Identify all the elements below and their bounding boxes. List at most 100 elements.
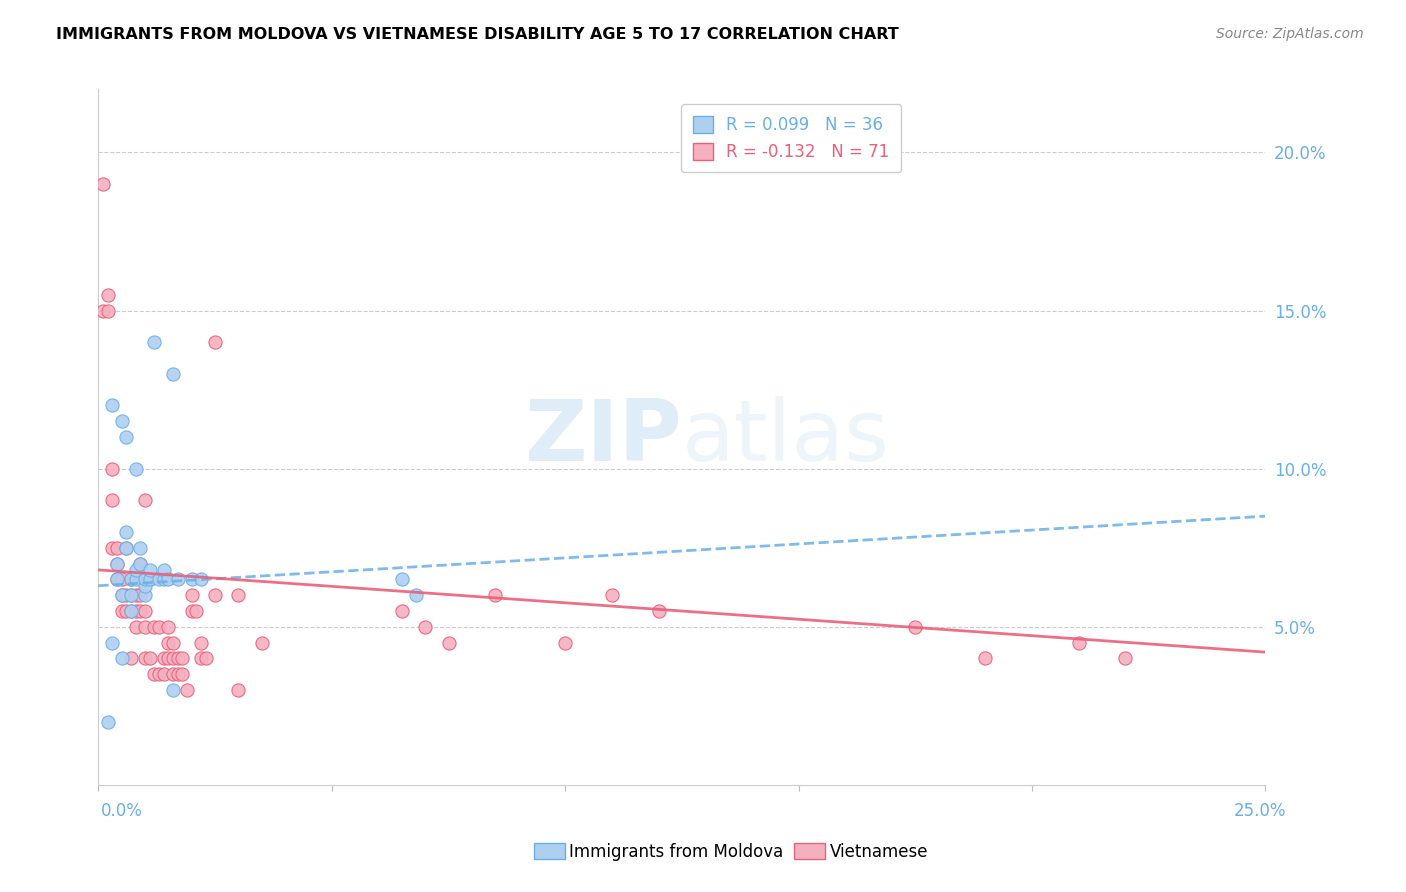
Point [166,573,188,587]
Point [125,573,148,587]
Point [162,367,184,381]
Point [139,573,162,587]
Point [125,588,148,602]
Point [101,493,124,508]
Point [157,573,180,587]
Point [554,635,576,649]
Point [162,635,184,649]
Point [250,635,273,649]
Point [101,399,124,413]
Point [1114,651,1136,665]
Point [111,414,134,428]
Point [115,541,138,555]
Legend: R = 0.099   N = 36, R = -0.132   N = 71: R = 0.099 N = 36, R = -0.132 N = 71 [682,104,901,172]
Point [115,541,138,555]
Point [180,573,202,587]
Point [162,651,184,665]
Point [166,667,188,681]
Point [120,651,142,665]
Point [172,651,194,665]
Point [134,573,156,587]
Point [105,557,128,571]
Point [97,287,120,301]
Point [228,588,250,602]
Point [139,563,162,577]
Point [111,588,134,602]
Point [143,335,166,350]
Point [111,651,134,665]
Point [413,620,436,634]
Point [129,557,152,571]
Point [91,303,114,318]
Text: 25.0%: 25.0% [1234,802,1286,820]
Point [148,620,170,634]
Point [101,461,124,475]
Text: Vietnamese: Vietnamese [830,843,928,861]
Point [190,651,212,665]
Point [115,604,138,618]
Point [120,604,142,618]
Point [139,651,162,665]
Point [101,635,124,649]
Point [1067,635,1090,649]
Point [152,563,174,577]
Point [484,588,506,602]
Point [101,541,124,555]
Point [176,683,198,698]
Text: IMMIGRANTS FROM MOLDOVA VS VIETNAMESE DISABILITY AGE 5 TO 17 CORRELATION CHART: IMMIGRANTS FROM MOLDOVA VS VIETNAMESE DI… [56,27,898,42]
Point [190,635,212,649]
Point [152,573,174,587]
Point [974,651,997,665]
Point [204,335,226,350]
Point [111,604,134,618]
Point [97,714,120,729]
Point [437,635,460,649]
Point [204,588,226,602]
Point [134,588,156,602]
Point [405,588,427,602]
Point [125,563,148,577]
Point [162,683,184,698]
Point [904,620,927,634]
Point [120,588,142,602]
Point [105,573,128,587]
Point [105,573,128,587]
Point [125,604,148,618]
Point [152,667,174,681]
Point [97,303,120,318]
Point [166,651,188,665]
Point [391,573,413,587]
Point [125,620,148,634]
Point [129,588,152,602]
Point [125,461,148,475]
Point [157,620,180,634]
Point [120,588,142,602]
Point [105,557,128,571]
Point [115,430,138,444]
Point [129,541,152,555]
Point [647,604,669,618]
Point [139,573,162,587]
Point [91,177,114,191]
Point [134,579,156,593]
Point [120,573,142,587]
Point [143,667,166,681]
Text: 0.0%: 0.0% [101,802,143,820]
Point [157,635,180,649]
Point [152,651,174,665]
Text: Immigrants from Moldova: Immigrants from Moldova [569,843,783,861]
Text: atlas: atlas [682,395,890,479]
Point [134,604,156,618]
Point [105,541,128,555]
Point [143,620,166,634]
Point [600,588,623,602]
Point [162,667,184,681]
Point [157,651,180,665]
Point [134,493,156,508]
Point [134,620,156,634]
Point [228,683,250,698]
Point [391,604,413,618]
Point [129,557,152,571]
Point [180,604,202,618]
Text: Source: ZipAtlas.com: Source: ZipAtlas.com [1216,27,1364,41]
